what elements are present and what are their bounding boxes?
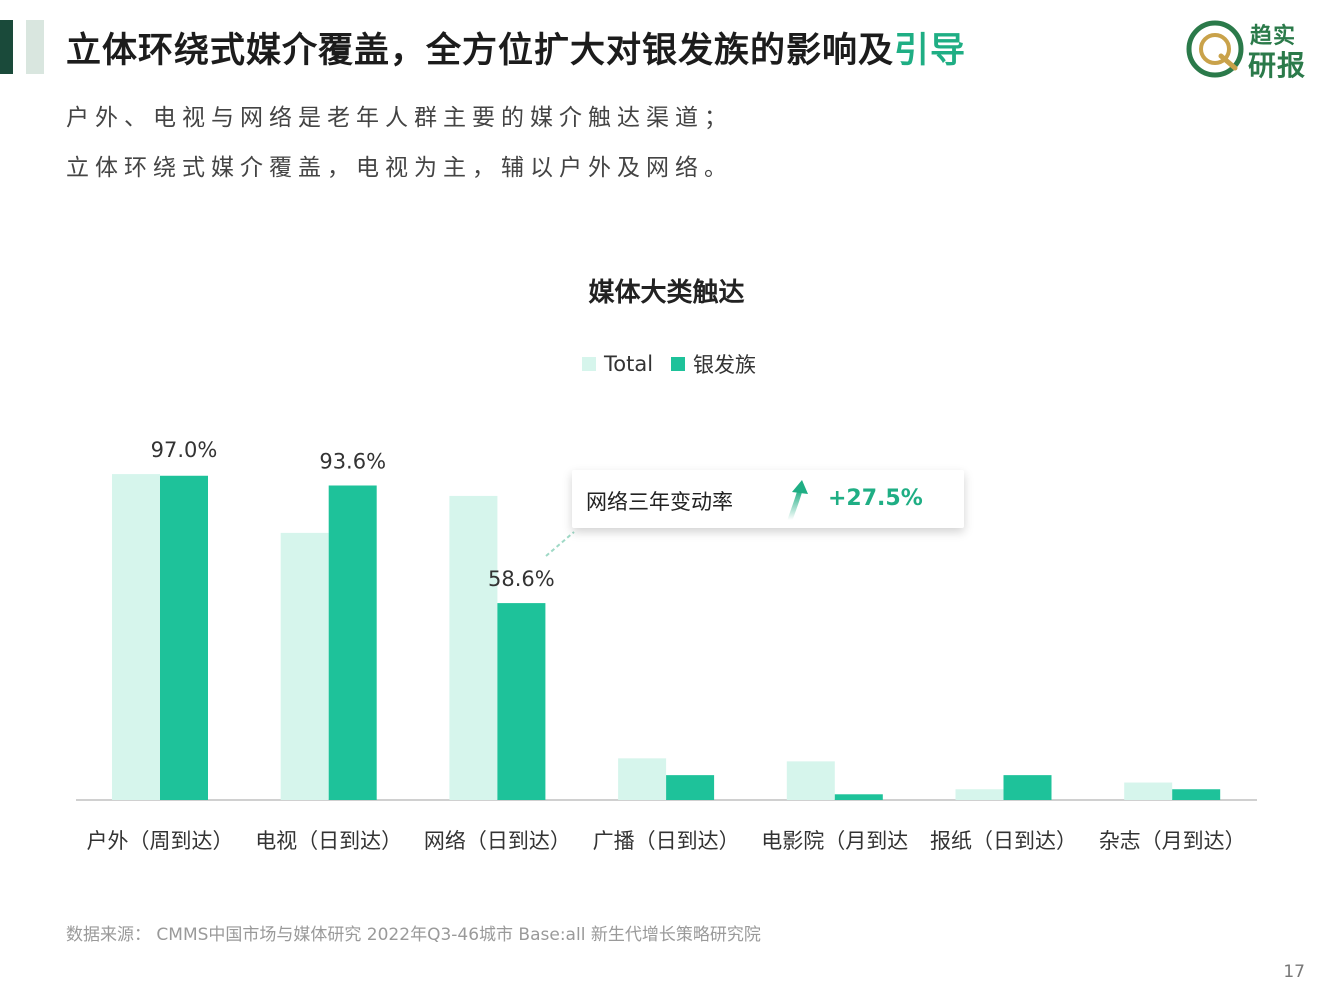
x-tick-label-2: 网络（日到达） bbox=[424, 829, 571, 853]
bar-total-6 bbox=[1124, 782, 1173, 800]
bar-silver-5 bbox=[1003, 775, 1052, 800]
page-number: 17 bbox=[1283, 962, 1305, 982]
logo-text-2: 研报 bbox=[1248, 49, 1307, 82]
callout-value: +27.5% bbox=[828, 486, 923, 511]
bar-silver-6 bbox=[1172, 789, 1221, 800]
subtitle-line-2: 立体环绕式媒介覆盖，电视为主，辅以户外及网络。 bbox=[66, 155, 733, 181]
bar-silver-2 bbox=[497, 603, 546, 800]
subtitle-line-1: 户外、电视与网络是老年人群主要的媒介触达渠道； bbox=[66, 105, 733, 131]
data-source: 数据来源： CMMS中国市场与媒体研究 2022年Q3-46城市 Base:al… bbox=[66, 925, 761, 945]
x-tick-label-0: 户外（周到达） bbox=[87, 829, 234, 853]
title-accent-bar-light bbox=[26, 20, 44, 74]
data-label-2: 58.6% bbox=[488, 567, 555, 591]
data-label-1: 93.6% bbox=[319, 450, 386, 474]
bar-total-2 bbox=[449, 495, 498, 800]
bar-silver-1 bbox=[328, 485, 377, 800]
bar-chart: 户外（周到达） 电视（日到达） 网络（日到达） 广播（日到达） 电影院（月到达 报纸（日到… bbox=[76, 438, 1257, 853]
logo-text-1: 趋实 bbox=[1250, 24, 1297, 49]
callout-label: 网络三年变动率 bbox=[586, 490, 733, 514]
x-tick-label-3: 广播（日到达） bbox=[593, 829, 740, 853]
chart-legend: Total 银发族 bbox=[582, 349, 774, 379]
legend-label-total: Total bbox=[604, 352, 654, 376]
x-tick-label-5: 报纸（日到达） bbox=[930, 829, 1077, 853]
page-title-highlight: 引导 bbox=[894, 31, 967, 71]
callout-pointer bbox=[545, 531, 575, 557]
bar-silver-0 bbox=[160, 475, 208, 800]
page-title: 立体环绕式媒介覆盖，全方位扩大对银发族的影响及引导 bbox=[66, 22, 966, 73]
chart-title: 媒体大类触达 bbox=[588, 278, 745, 308]
callout-box: 网络三年变动率 +27.5% bbox=[572, 470, 964, 528]
legend-item-total: Total bbox=[582, 352, 653, 376]
x-tick-label-1: 电视（日到达） bbox=[255, 829, 402, 853]
bar-silver-4 bbox=[834, 794, 883, 800]
bar-total-4 bbox=[786, 761, 835, 800]
bar-total-1 bbox=[280, 532, 329, 800]
data-label-0: 97.0% bbox=[151, 438, 218, 462]
legend-swatch-silver bbox=[671, 357, 686, 371]
bar-total-3 bbox=[618, 758, 667, 800]
x-tick-label-4: 电影院（月到达 bbox=[761, 829, 908, 853]
bar-total-0 bbox=[112, 474, 160, 800]
legend-swatch-total bbox=[582, 357, 596, 371]
legend-item-silver: 银发族 bbox=[671, 349, 756, 379]
logo-icon bbox=[1186, 20, 1244, 78]
arrow-up-icon bbox=[787, 480, 808, 522]
page-title-main: 立体环绕式媒介覆盖，全方位扩大对银发族的影响及 bbox=[66, 31, 895, 71]
bar-silver-3 bbox=[666, 775, 715, 800]
bar-total-5 bbox=[955, 789, 1004, 800]
x-tick-label-6: 杂志（月到达） bbox=[1099, 829, 1246, 853]
legend-label-silver: 银发族 bbox=[693, 353, 757, 377]
title-accent-bar-dark bbox=[0, 20, 13, 74]
